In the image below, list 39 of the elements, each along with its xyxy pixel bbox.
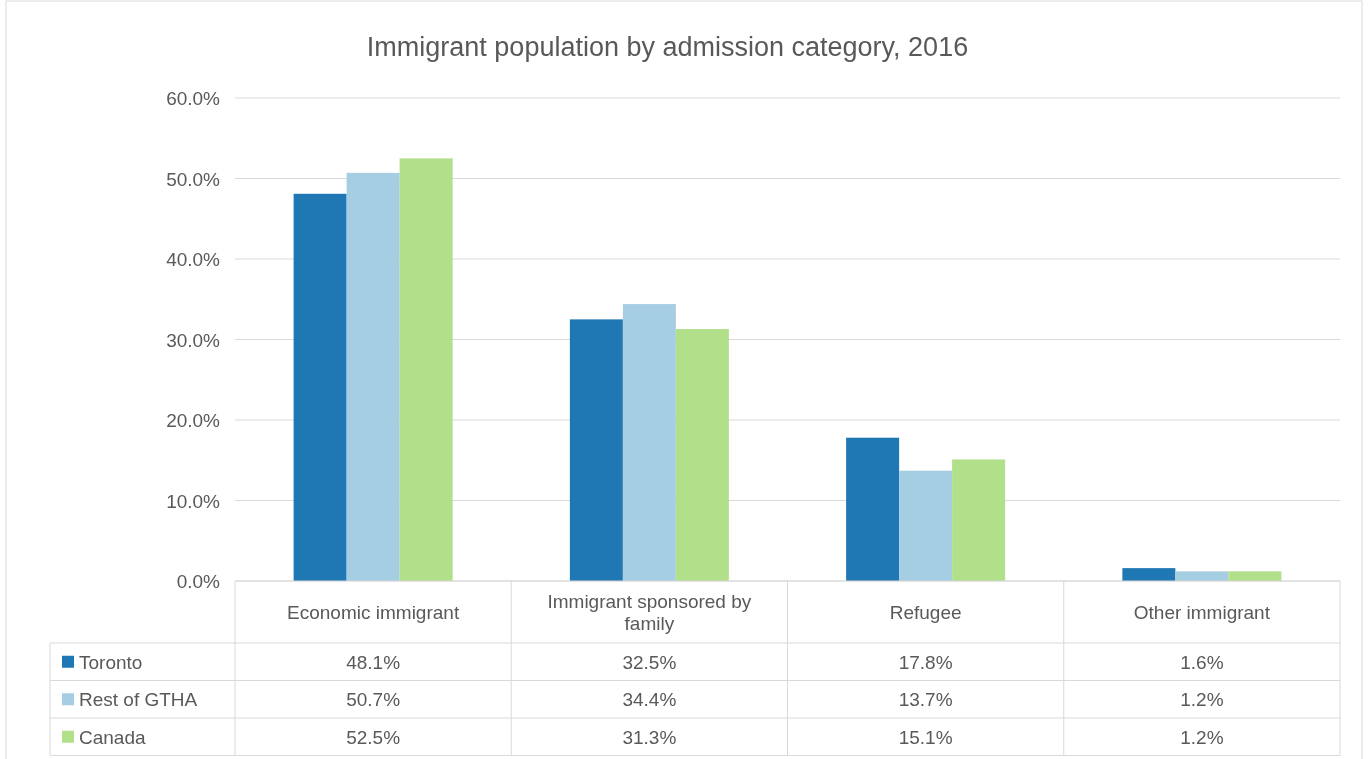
data-label: 50.7% [346,689,401,711]
y-tick-label: 0.0% [176,571,221,592]
data-label: 34.4% [622,689,677,711]
bar [399,158,453,581]
legend-label: Toronto [79,651,143,673]
data-label: 32.5% [622,651,677,673]
x-tick-label: Other immigrant [1133,602,1271,623]
bar [1122,568,1176,581]
data-label: 31.3% [622,726,677,748]
x-tick-label: Immigrant sponsored by family [547,591,752,634]
data-label: 17.8% [898,651,953,673]
x-tick-label: Economic immigrant [287,602,460,623]
y-tick-label: 30.0% [166,329,221,351]
bar [622,304,676,581]
data-label: 1.2% [1180,726,1224,748]
bar [952,459,1006,581]
y-tick-label: 50.0% [166,168,221,190]
y-tick-label: 10.0% [166,490,221,512]
data-label: 48.1% [346,651,401,673]
data-label: 1.2% [1180,689,1224,711]
y-tick-label: 60.0% [166,88,221,109]
legend-label: Canada [79,726,146,748]
legend-label: Rest of GTHA [79,689,198,711]
bar [569,319,623,581]
data-label: 1.6% [1180,651,1224,673]
y-tick-label: 40.0% [166,249,221,270]
data-label: 15.1% [898,726,953,748]
data-label: 52.5% [346,726,401,748]
bar [899,470,953,581]
x-tick-label: Refugee [889,602,962,623]
bar [675,329,729,581]
bar [1175,571,1229,581]
bar [346,172,400,581]
chart-title: Immigrant population by admission category, 2016 [366,32,969,62]
bar [1228,571,1282,581]
data-label: 13.7% [898,689,953,711]
bar [293,193,347,581]
y-tick-label: 20.0% [166,410,221,431]
bar [846,437,900,581]
